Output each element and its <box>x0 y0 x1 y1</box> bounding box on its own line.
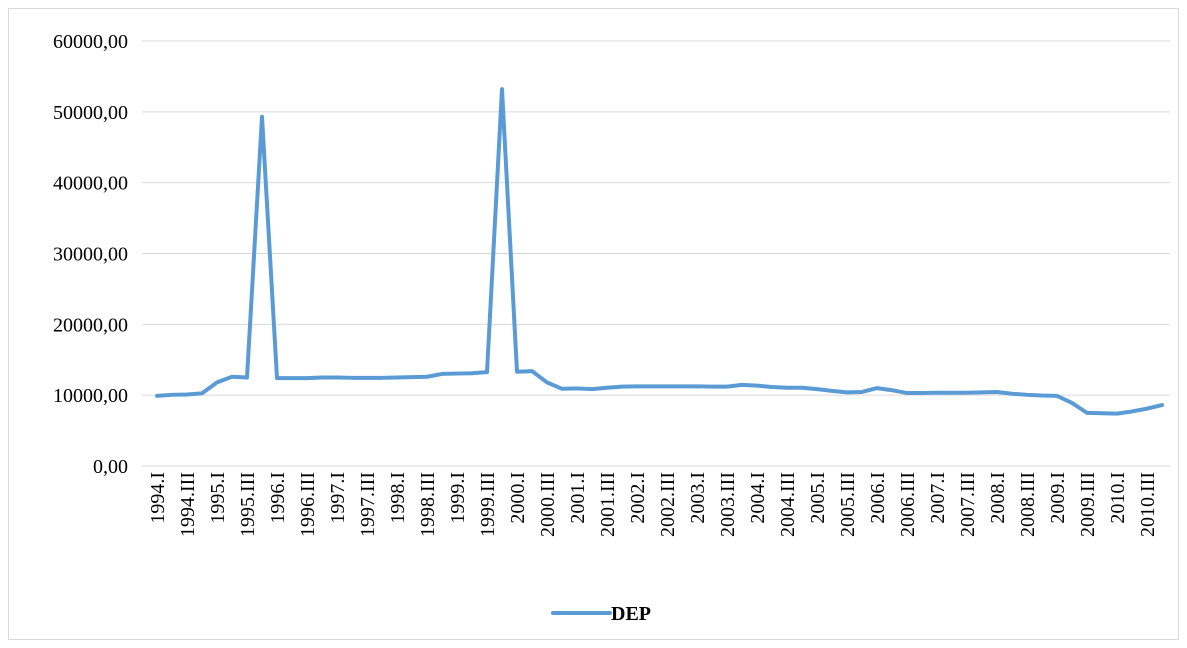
x-tick-label: 1995.III <box>237 472 259 537</box>
y-tick-label: 20000,00 <box>53 314 128 336</box>
x-tick-label: 2007.I <box>927 472 949 524</box>
x-tick-label: 2004.III <box>777 472 799 537</box>
y-tick-label: 60000,00 <box>53 31 128 53</box>
x-tick-label: 2005.III <box>837 472 859 537</box>
x-tick-label: 1996.I <box>267 472 289 524</box>
x-tick-label: 2010.I <box>1107 472 1129 524</box>
x-tick-label: 2010.III <box>1137 472 1159 537</box>
x-tick-label: 1998.I <box>387 472 409 524</box>
x-tick-label: 1997.III <box>357 472 379 537</box>
x-tick-label: 1997.I <box>327 472 349 524</box>
x-tick-label: 2000.III <box>537 472 559 537</box>
x-tick-label: 2003.III <box>717 472 739 537</box>
x-tick-label: 2007.III <box>957 472 979 537</box>
x-tick-label: 1995.I <box>207 472 229 524</box>
x-tick-label: 2000.I <box>507 472 529 524</box>
x-tick-label: 2009.I <box>1047 472 1069 524</box>
legend-label: DEP <box>611 603 651 625</box>
series-line <box>155 87 1164 416</box>
x-tick-label: 2003.I <box>687 472 709 524</box>
x-tick-label: 2008.III <box>1017 472 1039 537</box>
x-tick-label: 1998.III <box>417 472 439 537</box>
x-tick-label: 1996.III <box>297 472 319 537</box>
x-tick-label: 2001.I <box>567 472 589 524</box>
x-tick-label: 2006.III <box>897 472 919 537</box>
y-tick-label: 40000,00 <box>53 173 128 195</box>
x-tick-label: 2001.III <box>597 472 619 537</box>
x-tick-label: 1994.I <box>147 472 169 524</box>
x-tick-label: 2006.I <box>867 472 889 524</box>
x-tick-label: 2004.I <box>747 472 769 524</box>
x-tick-label: 1999.III <box>477 472 499 537</box>
x-tick-label: 2008.I <box>987 472 1009 524</box>
x-tick-label: 1994.III <box>177 472 199 537</box>
x-tick-label: 2009.III <box>1077 472 1099 537</box>
x-tick-label: 1999.I <box>447 472 469 524</box>
y-tick-label: 30000,00 <box>53 244 128 266</box>
y-tick-label: 10000,00 <box>53 385 128 407</box>
x-tick-label: 2002.I <box>627 472 649 524</box>
x-tick-label: 2005.I <box>807 472 829 524</box>
y-tick-label: 0,00 <box>93 456 128 478</box>
x-tick-label: 2002.III <box>657 472 679 537</box>
y-tick-label: 50000,00 <box>53 102 128 124</box>
